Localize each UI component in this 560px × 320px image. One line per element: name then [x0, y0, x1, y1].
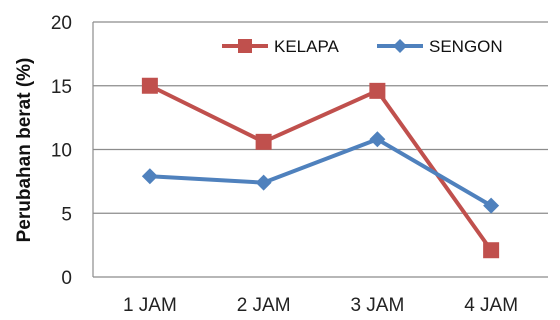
legend-marker — [393, 39, 407, 53]
y-tick-label: 10 — [51, 141, 72, 162]
x-axis-ticks: 1 JAM 2 JAM 3 JAM 4 JAM — [123, 295, 518, 316]
gridlines — [92, 21, 548, 278]
y-tick-label: 0 — [61, 268, 72, 289]
x-tick-label: 4 JAM — [464, 295, 518, 316]
series-line — [149, 137, 493, 208]
legend: KELAPA SENGON — [222, 37, 503, 56]
y-tick-label: 20 — [51, 13, 72, 34]
data-point — [369, 131, 386, 148]
x-tick-label: 3 JAM — [350, 295, 404, 316]
data-point — [255, 174, 272, 191]
y-tick-label: 5 — [61, 204, 72, 225]
data-point — [255, 133, 272, 150]
legend-marker — [238, 39, 252, 53]
legend-label: KELAPA — [274, 37, 340, 56]
series-group — [141, 77, 500, 259]
data-point — [369, 82, 386, 99]
y-axis-title: Perubahan berat (%) — [14, 58, 35, 243]
legend-label: SENGON — [429, 37, 503, 56]
y-axis-ticks: 0 5 10 15 20 — [51, 13, 72, 289]
series-kelapa — [141, 77, 500, 259]
data-point — [141, 168, 158, 185]
series-sengon — [141, 131, 500, 214]
data-point — [141, 77, 158, 94]
legend-item: SENGON — [377, 37, 503, 56]
x-tick-label: 2 JAM — [237, 295, 291, 316]
y-tick-label: 15 — [51, 77, 72, 98]
data-point — [483, 242, 500, 259]
legend-item: KELAPA — [222, 37, 340, 56]
data-point — [483, 197, 500, 214]
x-tick-label: 1 JAM — [123, 295, 177, 316]
series-line — [148, 83, 493, 252]
